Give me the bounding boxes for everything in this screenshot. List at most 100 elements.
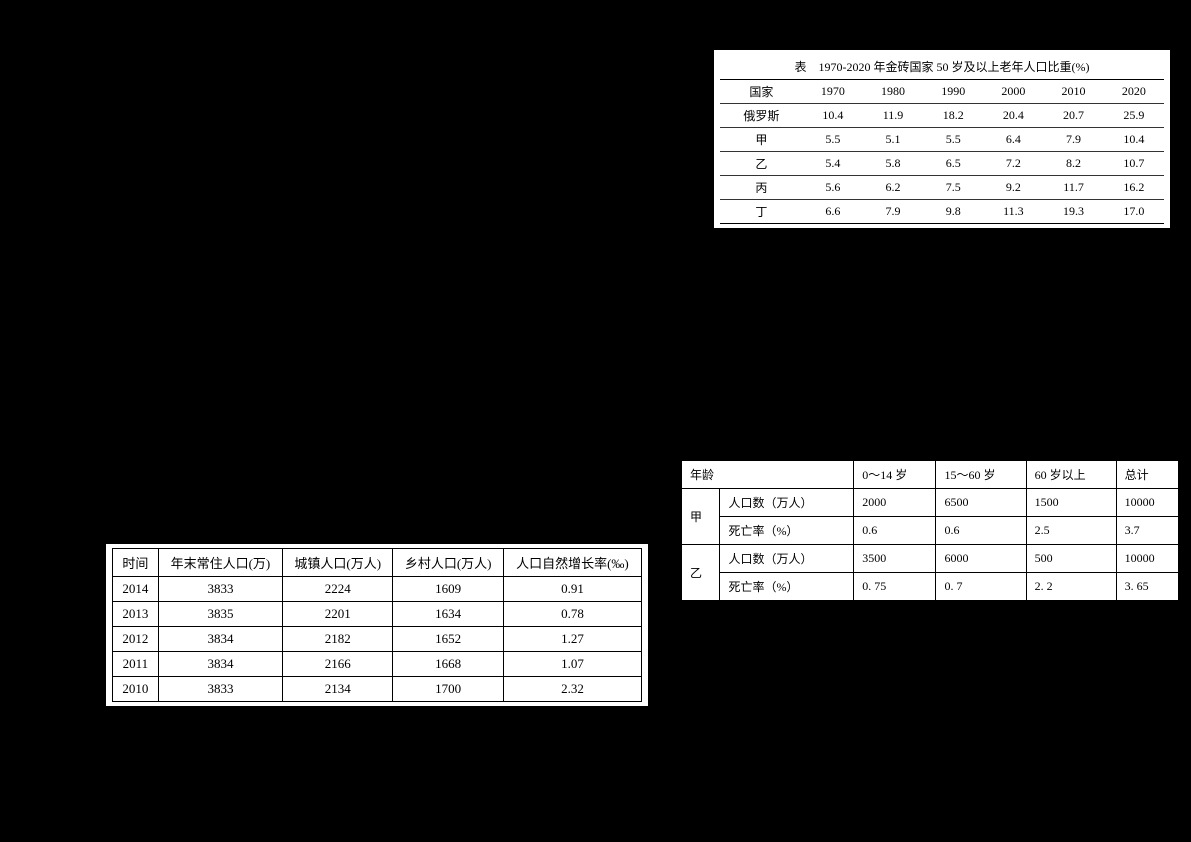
cell: 5.5 — [923, 128, 983, 152]
table-row: 2012 3834 2182 1652 1.27 — [113, 627, 642, 652]
col-header: 乡村人口(万人) — [393, 549, 503, 577]
cell: 7.9 — [863, 200, 923, 224]
cell: 5.5 — [803, 128, 863, 152]
cell: 3834 — [158, 627, 282, 652]
cell: 2.5 — [1026, 517, 1116, 545]
cell: 6.4 — [983, 128, 1043, 152]
cell: 1652 — [393, 627, 503, 652]
metric-label: 死亡率（%） — [720, 517, 854, 545]
cell: 10.7 — [1104, 152, 1164, 176]
cell: 1668 — [393, 652, 503, 677]
cell: 1.27 — [503, 627, 641, 652]
cell: 10000 — [1116, 489, 1178, 517]
cell: 0. 7 — [936, 573, 1026, 601]
brics-elderly-table-container: 表 1970-2020 年金砖国家 50 岁及以上老年人口比重(%) 国家 19… — [714, 50, 1170, 228]
col-header: 2000 — [983, 80, 1043, 104]
cell: 500 — [1026, 545, 1116, 573]
cell: 6500 — [936, 489, 1026, 517]
cell: 俄罗斯 — [720, 104, 803, 128]
cell: 2000 — [854, 489, 936, 517]
table-header-row: 年龄 0～14 岁 15～60 岁 60 岁以上 总计 — [682, 461, 1179, 489]
cell: 6.5 — [923, 152, 983, 176]
age-structure-table-container: 年龄 0～14 岁 15～60 岁 60 岁以上 总计 甲 人口数（万人） 20… — [681, 460, 1179, 601]
cell: 6000 — [936, 545, 1026, 573]
cell: 2. 2 — [1026, 573, 1116, 601]
col-header: 2010 — [1043, 80, 1103, 104]
cell: 0. 75 — [854, 573, 936, 601]
cell: 3834 — [158, 652, 282, 677]
cell: 10.4 — [1104, 128, 1164, 152]
cell: 25.9 — [1104, 104, 1164, 128]
cell: 5.6 — [803, 176, 863, 200]
table-row: 2010 3833 2134 1700 2.32 — [113, 677, 642, 702]
population-by-year-table: 时间 年末常住人口(万) 城镇人口(万人) 乡村人口(万人) 人口自然增长率(‰… — [112, 548, 642, 702]
cell: 1609 — [393, 577, 503, 602]
cell: 3500 — [854, 545, 936, 573]
cell: 2201 — [283, 602, 393, 627]
cell: 20.7 — [1043, 104, 1103, 128]
col-header: 国家 — [720, 80, 803, 104]
cell: 10000 — [1116, 545, 1178, 573]
cell: 1500 — [1026, 489, 1116, 517]
population-by-year-table-container: 时间 年末常住人口(万) 城镇人口(万人) 乡村人口(万人) 人口自然增长率(‰… — [106, 544, 648, 706]
col-header: 城镇人口(万人) — [283, 549, 393, 577]
table-row: 丁 6.6 7.9 9.8 11.3 19.3 17.0 — [720, 200, 1164, 224]
cell: 6.2 — [863, 176, 923, 200]
age-structure-table: 年龄 0～14 岁 15～60 岁 60 岁以上 总计 甲 人口数（万人） 20… — [681, 460, 1179, 601]
table-row: 死亡率（%） 0. 75 0. 7 2. 2 3. 65 — [682, 573, 1179, 601]
cell: 8.2 — [1043, 152, 1103, 176]
metric-label: 人口数（万人） — [720, 545, 854, 573]
cell: 6.6 — [803, 200, 863, 224]
col-header: 年末常住人口(万) — [158, 549, 282, 577]
cell: 5.8 — [863, 152, 923, 176]
col-header: 2020 — [1104, 80, 1164, 104]
cell: 2224 — [283, 577, 393, 602]
col-header: 0～14 岁 — [854, 461, 936, 489]
table-title: 表 1970-2020 年金砖国家 50 岁及以上老年人口比重(%) — [720, 54, 1164, 80]
cell: 2011 — [113, 652, 159, 677]
table-row: 死亡率（%） 0.6 0.6 2.5 3.7 — [682, 517, 1179, 545]
group-label: 乙 — [682, 545, 720, 601]
cell: 2166 — [283, 652, 393, 677]
table-header-row: 时间 年末常住人口(万) 城镇人口(万人) 乡村人口(万人) 人口自然增长率(‰… — [113, 549, 642, 577]
cell: 2.32 — [503, 677, 641, 702]
col-header: 60 岁以上 — [1026, 461, 1116, 489]
col-header: 15～60 岁 — [936, 461, 1026, 489]
cell: 2012 — [113, 627, 159, 652]
cell: 11.7 — [1043, 176, 1103, 200]
table-row: 2014 3833 2224 1609 0.91 — [113, 577, 642, 602]
cell: 0.91 — [503, 577, 641, 602]
col-header: 时间 — [113, 549, 159, 577]
col-header: 1980 — [863, 80, 923, 104]
cell: 1.07 — [503, 652, 641, 677]
cell: 2010 — [113, 677, 159, 702]
brics-elderly-table: 表 1970-2020 年金砖国家 50 岁及以上老年人口比重(%) 国家 19… — [720, 54, 1164, 224]
cell: 18.2 — [923, 104, 983, 128]
cell: 3.7 — [1116, 517, 1178, 545]
group-label: 甲 — [682, 489, 720, 545]
cell: 17.0 — [1104, 200, 1164, 224]
col-header: 总计 — [1116, 461, 1178, 489]
cell: 9.8 — [923, 200, 983, 224]
cell: 3833 — [158, 577, 282, 602]
table-row: 2013 3835 2201 1634 0.78 — [113, 602, 642, 627]
cell: 1634 — [393, 602, 503, 627]
cell: 7.2 — [983, 152, 1043, 176]
metric-label: 人口数（万人） — [720, 489, 854, 517]
col-header: 人口自然增长率(‰) — [503, 549, 641, 577]
corner-header: 年龄 — [682, 461, 854, 489]
cell: 11.9 — [863, 104, 923, 128]
cell: 3835 — [158, 602, 282, 627]
col-header: 1990 — [923, 80, 983, 104]
table-title-row: 表 1970-2020 年金砖国家 50 岁及以上老年人口比重(%) — [720, 54, 1164, 80]
table-row: 2011 3834 2166 1668 1.07 — [113, 652, 642, 677]
cell: 2182 — [283, 627, 393, 652]
cell: 9.2 — [983, 176, 1043, 200]
cell: 3833 — [158, 677, 282, 702]
cell: 5.4 — [803, 152, 863, 176]
cell: 11.3 — [983, 200, 1043, 224]
cell: 7.5 — [923, 176, 983, 200]
metric-label: 死亡率（%） — [720, 573, 854, 601]
table-row: 乙 5.4 5.8 6.5 7.2 8.2 10.7 — [720, 152, 1164, 176]
cell: 16.2 — [1104, 176, 1164, 200]
